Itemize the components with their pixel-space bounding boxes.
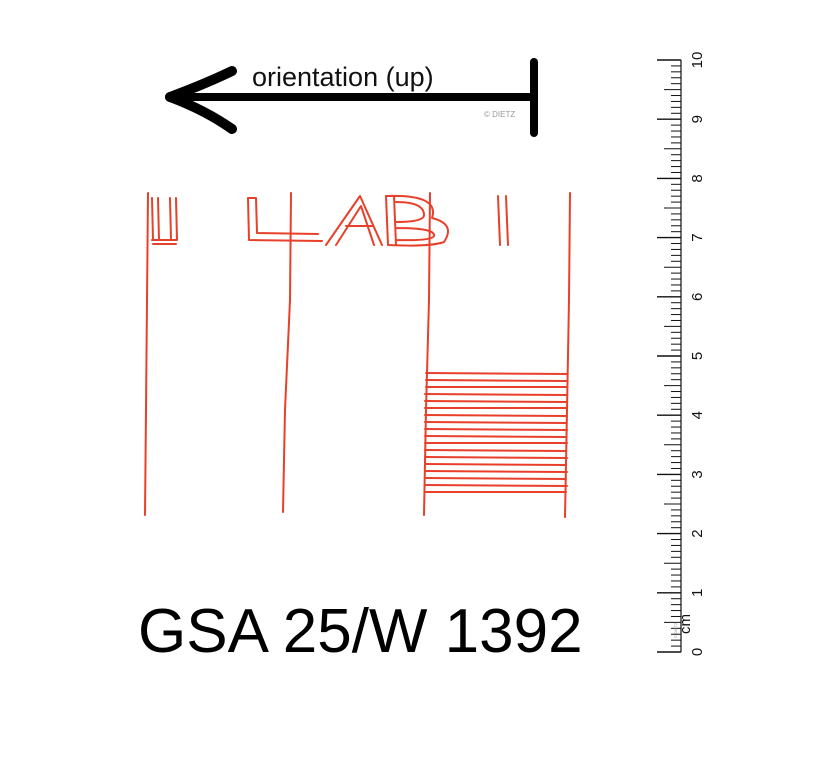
scale-bar-label: 0 [689,648,706,656]
rule-line-4 [565,193,570,517]
scale-bar-label: 7 [689,233,706,241]
scale-bar-unit: cm [677,614,694,634]
scale-bar-ticks [657,60,681,652]
scale-bar-note: © DIETZ [673,622,678,638]
orientation-label: orientation (up) [252,62,434,92]
fragment-drawing [145,193,570,517]
scale-bar-labels: 0 1 2 3 4 5 6 7 8 9 10 [689,52,706,657]
rule-line-3 [424,193,430,515]
scale-bar-label: 2 [689,529,706,537]
scale-bar-label: 6 [689,293,706,301]
partial-inscription [152,196,508,246]
catalog-number: GSA 25/W 1392 [138,597,583,666]
scale-bar-label: 3 [689,470,706,478]
scale-bar-label: 4 [689,411,706,419]
scale-bar-label: 9 [689,115,706,123]
scale-bar-label: 1 [689,589,706,597]
scale-bar-label: 10 [689,52,706,69]
scale-bar-label: 8 [689,174,706,182]
orientation-indicator: orientation (up) © DIETZ [170,62,534,133]
copyright-text: © DIETZ [484,110,515,119]
scale-bar-label: 5 [689,352,706,360]
rule-line-1 [145,193,148,515]
scale-bar: 0 1 2 3 4 5 6 7 8 9 10 cm © DIETZ [657,52,706,657]
hatched-area [425,373,567,492]
